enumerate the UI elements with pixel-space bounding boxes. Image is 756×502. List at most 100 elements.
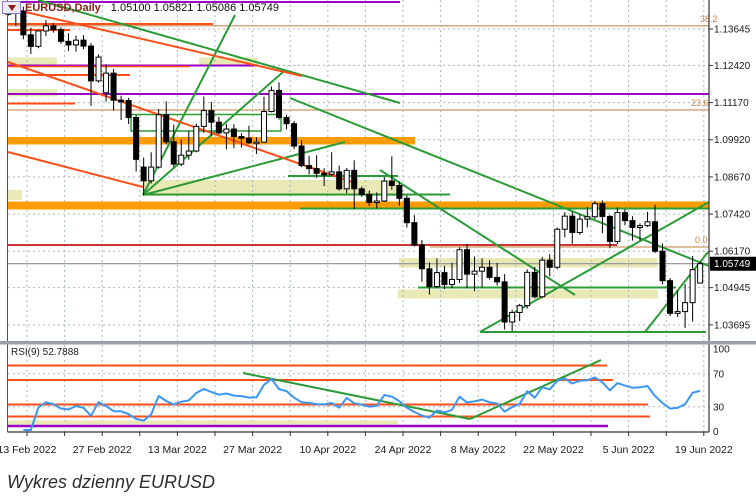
candlestick xyxy=(72,39,79,46)
candlestick xyxy=(343,169,350,190)
candlestick xyxy=(215,121,222,134)
candlestick xyxy=(125,100,132,118)
trendline xyxy=(142,141,346,196)
candlestick xyxy=(614,212,621,242)
current-price-label: 1.05749 xyxy=(714,259,751,270)
candlestick xyxy=(554,228,561,268)
khaki-zone xyxy=(8,57,57,66)
candlestick xyxy=(433,272,440,288)
price-axis-label: 1.07420 xyxy=(714,210,751,221)
candlestick xyxy=(486,266,493,278)
candlestick xyxy=(223,128,230,134)
candlestick xyxy=(644,221,651,227)
candlestick xyxy=(50,25,57,31)
price-axis-label: 1.06170 xyxy=(714,247,751,258)
date-axis-label: 8 May 2022 xyxy=(451,444,506,456)
candlestick xyxy=(546,259,553,268)
candlestick xyxy=(283,116,290,125)
symbol-label: EURUSD,Daily xyxy=(25,1,101,14)
candlestick xyxy=(456,249,463,280)
candlestick xyxy=(403,197,410,224)
candlestick xyxy=(328,171,335,175)
candlestick xyxy=(697,263,704,284)
price-axis-label: 1.04945 xyxy=(714,283,751,294)
price-axis-label: 1.11170 xyxy=(714,98,749,109)
candlestick xyxy=(260,111,267,143)
khaki-zone xyxy=(8,89,57,97)
candlestick xyxy=(388,180,395,187)
candlestick xyxy=(561,215,568,230)
candlestick xyxy=(321,172,328,176)
candlestick xyxy=(539,259,546,298)
candlestick xyxy=(366,193,373,203)
price-axis-label: 1.03695 xyxy=(714,320,751,331)
supply-demand-zone xyxy=(8,201,709,210)
chart-title-bar: EURUSD,Daily 1.05100 1.05821 1.05086 1.0… xyxy=(2,1,279,14)
candlestick xyxy=(358,188,365,195)
candlestick xyxy=(373,200,380,204)
khaki-zone xyxy=(143,180,398,196)
candlestick xyxy=(155,114,162,168)
trendline xyxy=(7,151,144,188)
candlestick xyxy=(80,39,87,47)
candlestick xyxy=(689,269,696,304)
candlestick xyxy=(298,145,305,167)
trendline xyxy=(379,169,576,296)
candlestick xyxy=(569,215,576,234)
candlestick xyxy=(524,271,531,307)
candlestick xyxy=(65,40,72,46)
trendline xyxy=(7,61,353,183)
trendline xyxy=(7,7,303,77)
date-axis-label: 24 Apr 2022 xyxy=(375,444,432,456)
fibonacci-label: 23.6 xyxy=(691,98,709,108)
khaki-zone xyxy=(199,57,258,66)
date-axis-label: 27 Mar 2022 xyxy=(223,444,282,456)
candlestick xyxy=(268,89,275,113)
price-axis-label: 1.12420 xyxy=(714,61,751,72)
candlestick xyxy=(193,125,200,152)
price-axis-label: 1.09920 xyxy=(714,135,751,146)
price-axis-label: 1.13645 xyxy=(714,25,751,36)
chart-caption: Wykres dzienny EURUSD xyxy=(7,472,216,492)
candlestick xyxy=(148,166,155,182)
candlestick xyxy=(441,272,448,286)
rsi-indicator-label: RSI(9) 52.7888 xyxy=(11,347,79,358)
current-price-tag xyxy=(710,256,756,271)
candlestick xyxy=(494,276,501,283)
rsi-khaki-zone xyxy=(8,420,398,425)
candlestick xyxy=(591,203,598,218)
candlestick xyxy=(27,34,34,47)
candlestick xyxy=(448,278,455,286)
price-axis-label: 1.08670 xyxy=(714,172,751,183)
trendline xyxy=(289,97,710,267)
candlestick xyxy=(291,123,298,147)
candlestick xyxy=(418,244,425,270)
candlestick xyxy=(200,110,207,127)
ohlc-values: 1.05100 1.05821 1.05086 1.05749 xyxy=(110,1,280,14)
candlestick xyxy=(88,45,95,82)
rsi-line xyxy=(23,376,701,431)
candlestick xyxy=(464,249,471,275)
date-axis-label: 5 Jun 2022 xyxy=(603,444,655,456)
candlestick xyxy=(20,10,27,36)
symbol-dropdown-button[interactable] xyxy=(2,1,21,14)
candlestick xyxy=(313,168,320,174)
chart-canvas[interactable]: 38.223.60.01.136451.124201.111701.099201… xyxy=(0,0,756,465)
candlestick xyxy=(501,281,508,323)
candlestick xyxy=(652,221,659,252)
candlestick xyxy=(667,280,674,314)
candlestick xyxy=(531,271,538,298)
rsi-axis-label: 70 xyxy=(713,369,725,380)
candlestick xyxy=(140,166,147,182)
dropdown-arrow-icon xyxy=(7,4,16,11)
candlestick xyxy=(411,222,418,246)
khaki-zone xyxy=(8,190,22,200)
candlestick xyxy=(95,56,102,82)
candlestick xyxy=(178,154,185,165)
fibonacci-label: 0.0 xyxy=(695,235,708,245)
candlestick xyxy=(170,141,177,165)
candlestick xyxy=(185,150,192,156)
date-axis-label: 27 Feb 2022 xyxy=(73,444,132,456)
candlestick xyxy=(599,203,606,217)
